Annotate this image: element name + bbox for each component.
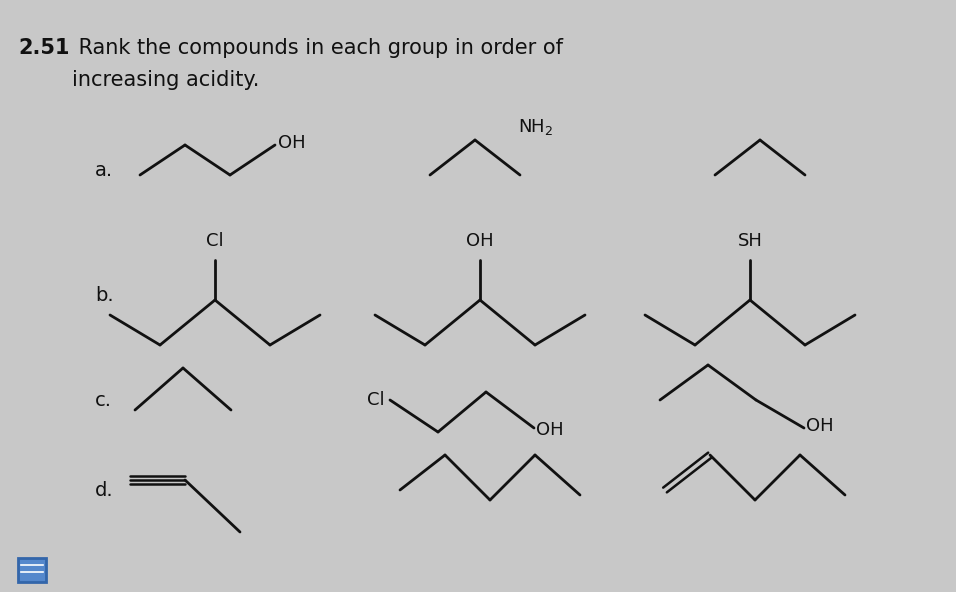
Text: OH: OH (536, 421, 564, 439)
Text: Cl: Cl (206, 232, 224, 250)
Text: OH: OH (278, 134, 306, 152)
Text: OH: OH (806, 417, 834, 435)
Text: NH$_2$: NH$_2$ (518, 117, 554, 137)
Text: d.: d. (95, 481, 114, 500)
Text: a.: a. (95, 160, 113, 179)
Text: Cl: Cl (367, 391, 385, 409)
Text: 2.51: 2.51 (18, 38, 70, 58)
Text: b.: b. (95, 285, 114, 304)
Text: c.: c. (95, 391, 112, 410)
Text: SH: SH (738, 232, 763, 250)
Text: OH: OH (467, 232, 494, 250)
Bar (18, 558, 46, 582)
Text: Rank the compounds in each group in order of: Rank the compounds in each group in orde… (72, 38, 563, 58)
Text: increasing acidity.: increasing acidity. (72, 70, 259, 90)
